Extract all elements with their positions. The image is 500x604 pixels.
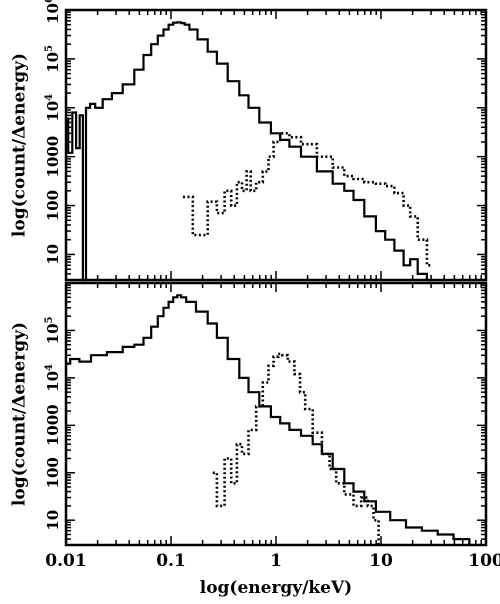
top-y-tick-label: 10: [44, 244, 62, 265]
bottom-x-tick-label: 0.01: [45, 551, 86, 571]
top-y-tick-label: 100: [44, 190, 62, 221]
bottom-x-tick-label: 1: [270, 551, 282, 571]
bottom-y-tick-label: 10: [44, 510, 62, 531]
bottom-series-solid: [66, 294, 476, 547]
bottom-x-tick-label: 100: [468, 551, 500, 571]
x-tick-labels: 0.01 0.1 1 10 100: [45, 551, 500, 571]
bottom-y-axis-label: log(count/Δenergy): [10, 322, 30, 506]
bottom-x-tick-label: 0.1: [156, 551, 186, 571]
bottom-x-tick-label: 10: [369, 551, 393, 571]
tick-marks: [65, 9, 486, 546]
top-y-tick-label: 105: [44, 45, 62, 73]
bottom-series-dotted: [212, 352, 381, 547]
top-y-axis-label: log(count/Δenergy): [10, 53, 30, 237]
bottom-y-tick-label: 100: [44, 457, 62, 488]
bottom-panel-frame: [64, 281, 488, 547]
bottom-y-tick-label: 104: [44, 364, 62, 392]
top-y-tick-label: 1000: [44, 136, 62, 178]
top-y-tick-label: 104: [44, 94, 62, 122]
data-series: [66, 21, 476, 547]
top-series-solid: [66, 21, 432, 282]
y-tick-labels: 106 105 104 1000 100 10 105 104 1000 100 10: [44, 0, 62, 531]
bottom-y-tick-label: 105: [44, 316, 62, 344]
top-y-tick-label: 106: [44, 0, 62, 24]
bottom-y-tick-label: 1000: [44, 404, 62, 446]
x-axis-label: log(energy/keV): [200, 578, 352, 598]
